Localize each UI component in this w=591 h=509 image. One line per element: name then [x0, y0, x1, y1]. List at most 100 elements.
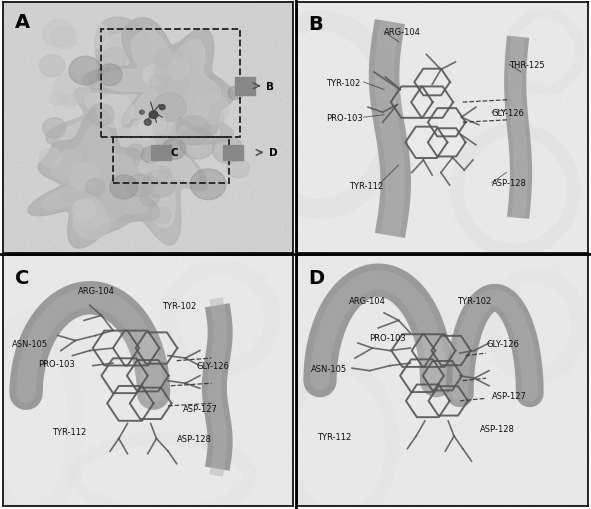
Point [574, 97, 584, 105]
Point [243, 64, 252, 72]
Point [562, 96, 571, 104]
Point [218, 232, 228, 240]
Point [199, 484, 209, 492]
Point [379, 426, 388, 434]
Point [391, 425, 401, 433]
Point [225, 371, 235, 379]
Point [264, 324, 274, 332]
Point [309, 10, 319, 18]
Point [212, 137, 222, 145]
Point [492, 353, 501, 361]
Point [351, 192, 361, 200]
Point [417, 154, 427, 162]
Point [167, 416, 176, 425]
Point [524, 482, 534, 490]
Point [379, 387, 389, 395]
Point [323, 370, 333, 378]
Point [319, 274, 329, 282]
Point [9, 377, 18, 385]
Point [251, 502, 261, 509]
Point [282, 263, 291, 271]
Point [514, 405, 523, 413]
Point [551, 381, 560, 389]
Point [447, 477, 456, 486]
Point [381, 366, 391, 374]
Point [550, 337, 559, 345]
Point [313, 393, 322, 401]
Point [278, 364, 288, 372]
Point [480, 161, 490, 169]
Point [554, 176, 563, 184]
Point [205, 435, 215, 443]
Point [490, 434, 499, 442]
Point [121, 421, 130, 429]
Point [525, 13, 534, 21]
Point [362, 23, 372, 32]
Point [373, 385, 382, 393]
Point [428, 280, 438, 288]
Point [222, 181, 231, 189]
Point [217, 262, 227, 270]
Point [564, 30, 573, 38]
Point [431, 399, 440, 407]
Point [371, 112, 380, 120]
Point [125, 387, 134, 395]
Point [148, 299, 158, 307]
Point [344, 190, 353, 199]
Point [541, 67, 551, 75]
Point [32, 442, 41, 450]
Point [151, 273, 160, 281]
Point [275, 403, 284, 411]
Point [339, 335, 349, 343]
Point [513, 190, 522, 198]
Point [515, 62, 524, 70]
Point [391, 157, 401, 165]
Point [501, 308, 511, 317]
Circle shape [140, 190, 159, 207]
Point [478, 355, 487, 363]
Point [21, 205, 31, 213]
Point [111, 379, 120, 387]
Point [342, 212, 351, 220]
Point [115, 413, 125, 421]
Point [122, 34, 132, 42]
Point [490, 241, 499, 249]
Point [421, 17, 430, 25]
Point [400, 161, 410, 169]
Point [99, 180, 109, 188]
Point [41, 419, 51, 428]
Point [434, 476, 443, 484]
Point [61, 367, 71, 376]
Point [268, 312, 278, 320]
Point [382, 136, 392, 145]
Point [456, 461, 466, 469]
Point [117, 378, 126, 386]
Point [38, 282, 47, 291]
Point [213, 234, 222, 242]
Point [260, 299, 269, 307]
Point [573, 493, 583, 501]
Point [501, 176, 510, 184]
Point [248, 41, 258, 49]
Circle shape [96, 96, 134, 128]
Point [430, 301, 439, 309]
Point [127, 476, 137, 484]
Point [281, 480, 290, 489]
Point [382, 19, 391, 27]
Point [171, 489, 181, 497]
Point [352, 74, 361, 82]
Point [198, 299, 207, 307]
Point [251, 231, 261, 239]
Point [191, 96, 201, 104]
Point [350, 418, 359, 426]
Point [515, 288, 524, 296]
Point [406, 39, 415, 47]
Point [201, 251, 210, 260]
Point [85, 415, 94, 423]
Point [147, 201, 157, 209]
Point [349, 42, 358, 50]
Point [473, 248, 483, 257]
Point [226, 330, 235, 338]
Point [59, 464, 68, 472]
Point [274, 17, 284, 25]
